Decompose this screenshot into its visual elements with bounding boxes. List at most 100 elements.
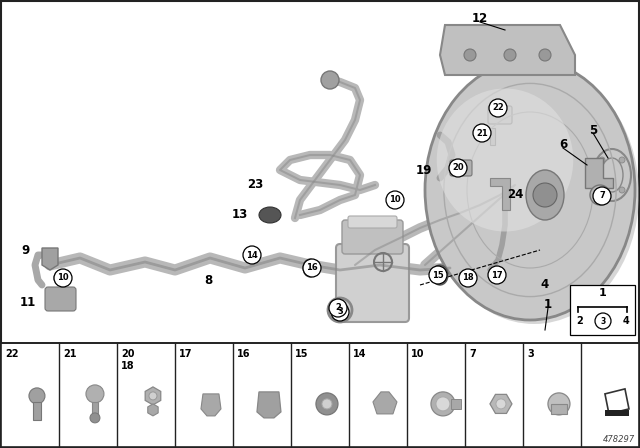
Circle shape: [619, 157, 625, 163]
Text: 1: 1: [544, 298, 552, 311]
Text: 15: 15: [295, 349, 308, 359]
Ellipse shape: [429, 64, 639, 324]
Text: 21: 21: [63, 349, 77, 359]
Circle shape: [548, 393, 570, 415]
Bar: [570, 285, 635, 335]
Text: 4: 4: [541, 279, 549, 292]
Circle shape: [496, 399, 506, 409]
Polygon shape: [373, 392, 397, 414]
Text: 11: 11: [20, 296, 36, 309]
Text: 14: 14: [353, 349, 367, 359]
Text: 2: 2: [335, 303, 341, 313]
Circle shape: [473, 124, 491, 142]
Bar: [605, 410, 629, 416]
Polygon shape: [585, 158, 613, 188]
Text: 3: 3: [337, 307, 343, 316]
Circle shape: [464, 49, 476, 61]
Bar: [451, 399, 461, 409]
Text: 18: 18: [462, 273, 474, 283]
Text: 4: 4: [623, 316, 629, 326]
Text: 5: 5: [589, 124, 597, 137]
Circle shape: [386, 191, 404, 209]
Text: 15: 15: [432, 271, 444, 280]
Ellipse shape: [425, 60, 635, 320]
Text: 23: 23: [247, 178, 263, 191]
FancyBboxPatch shape: [342, 220, 403, 254]
FancyBboxPatch shape: [336, 244, 409, 322]
Circle shape: [599, 157, 605, 163]
Bar: [1, 343, 639, 447]
Polygon shape: [145, 387, 161, 405]
Text: 22: 22: [5, 349, 19, 359]
Circle shape: [488, 266, 506, 284]
Circle shape: [321, 71, 339, 89]
Bar: [33, 402, 41, 420]
Circle shape: [316, 393, 338, 415]
Text: 21: 21: [476, 129, 488, 138]
Circle shape: [90, 413, 100, 423]
Bar: [92, 402, 98, 418]
Circle shape: [504, 49, 516, 61]
Text: 9: 9: [22, 244, 30, 257]
Text: 10: 10: [411, 349, 424, 359]
Circle shape: [322, 399, 332, 409]
Text: 16: 16: [306, 263, 318, 272]
FancyBboxPatch shape: [45, 287, 76, 311]
Polygon shape: [148, 404, 158, 416]
Text: 3: 3: [527, 349, 534, 359]
Circle shape: [54, 269, 72, 287]
FancyBboxPatch shape: [488, 106, 512, 124]
Circle shape: [436, 397, 450, 411]
Circle shape: [539, 49, 551, 61]
Text: 3: 3: [600, 316, 605, 326]
Circle shape: [593, 187, 611, 205]
Ellipse shape: [436, 89, 573, 232]
Text: 22: 22: [492, 103, 504, 112]
Circle shape: [489, 99, 507, 117]
Circle shape: [590, 185, 610, 205]
FancyBboxPatch shape: [348, 216, 397, 228]
Text: 17: 17: [491, 271, 503, 280]
Circle shape: [595, 313, 611, 329]
Polygon shape: [42, 248, 58, 270]
Circle shape: [149, 392, 157, 400]
FancyBboxPatch shape: [450, 160, 472, 176]
Circle shape: [303, 259, 321, 277]
Text: 2: 2: [577, 316, 584, 326]
Circle shape: [429, 266, 447, 284]
Text: 7: 7: [469, 349, 476, 359]
Polygon shape: [257, 392, 281, 418]
Polygon shape: [201, 394, 221, 416]
Ellipse shape: [462, 270, 474, 286]
Text: 17: 17: [179, 349, 193, 359]
Circle shape: [533, 183, 557, 207]
Text: 12: 12: [472, 12, 488, 25]
Ellipse shape: [259, 207, 281, 223]
Circle shape: [431, 392, 455, 416]
Circle shape: [459, 269, 477, 287]
Text: 19: 19: [416, 164, 432, 177]
Text: 24: 24: [507, 189, 523, 202]
Polygon shape: [490, 178, 510, 210]
Text: 16: 16: [237, 349, 250, 359]
Polygon shape: [440, 25, 575, 75]
Circle shape: [243, 246, 261, 264]
Text: 13: 13: [232, 208, 248, 221]
Ellipse shape: [303, 259, 317, 277]
Text: 1: 1: [598, 288, 606, 298]
Bar: [551, 404, 567, 414]
Ellipse shape: [526, 170, 564, 220]
Text: 6: 6: [559, 138, 567, 151]
Text: 10: 10: [57, 273, 69, 283]
Ellipse shape: [432, 265, 448, 285]
Circle shape: [449, 159, 467, 177]
Text: 7: 7: [599, 191, 605, 201]
Circle shape: [599, 187, 605, 193]
Text: 20: 20: [452, 164, 464, 172]
Text: 8: 8: [204, 273, 212, 287]
Polygon shape: [490, 394, 512, 414]
Circle shape: [54, 270, 70, 286]
Text: 20
18: 20 18: [121, 349, 134, 370]
Text: 478297: 478297: [603, 435, 635, 444]
Text: 14: 14: [246, 250, 258, 259]
